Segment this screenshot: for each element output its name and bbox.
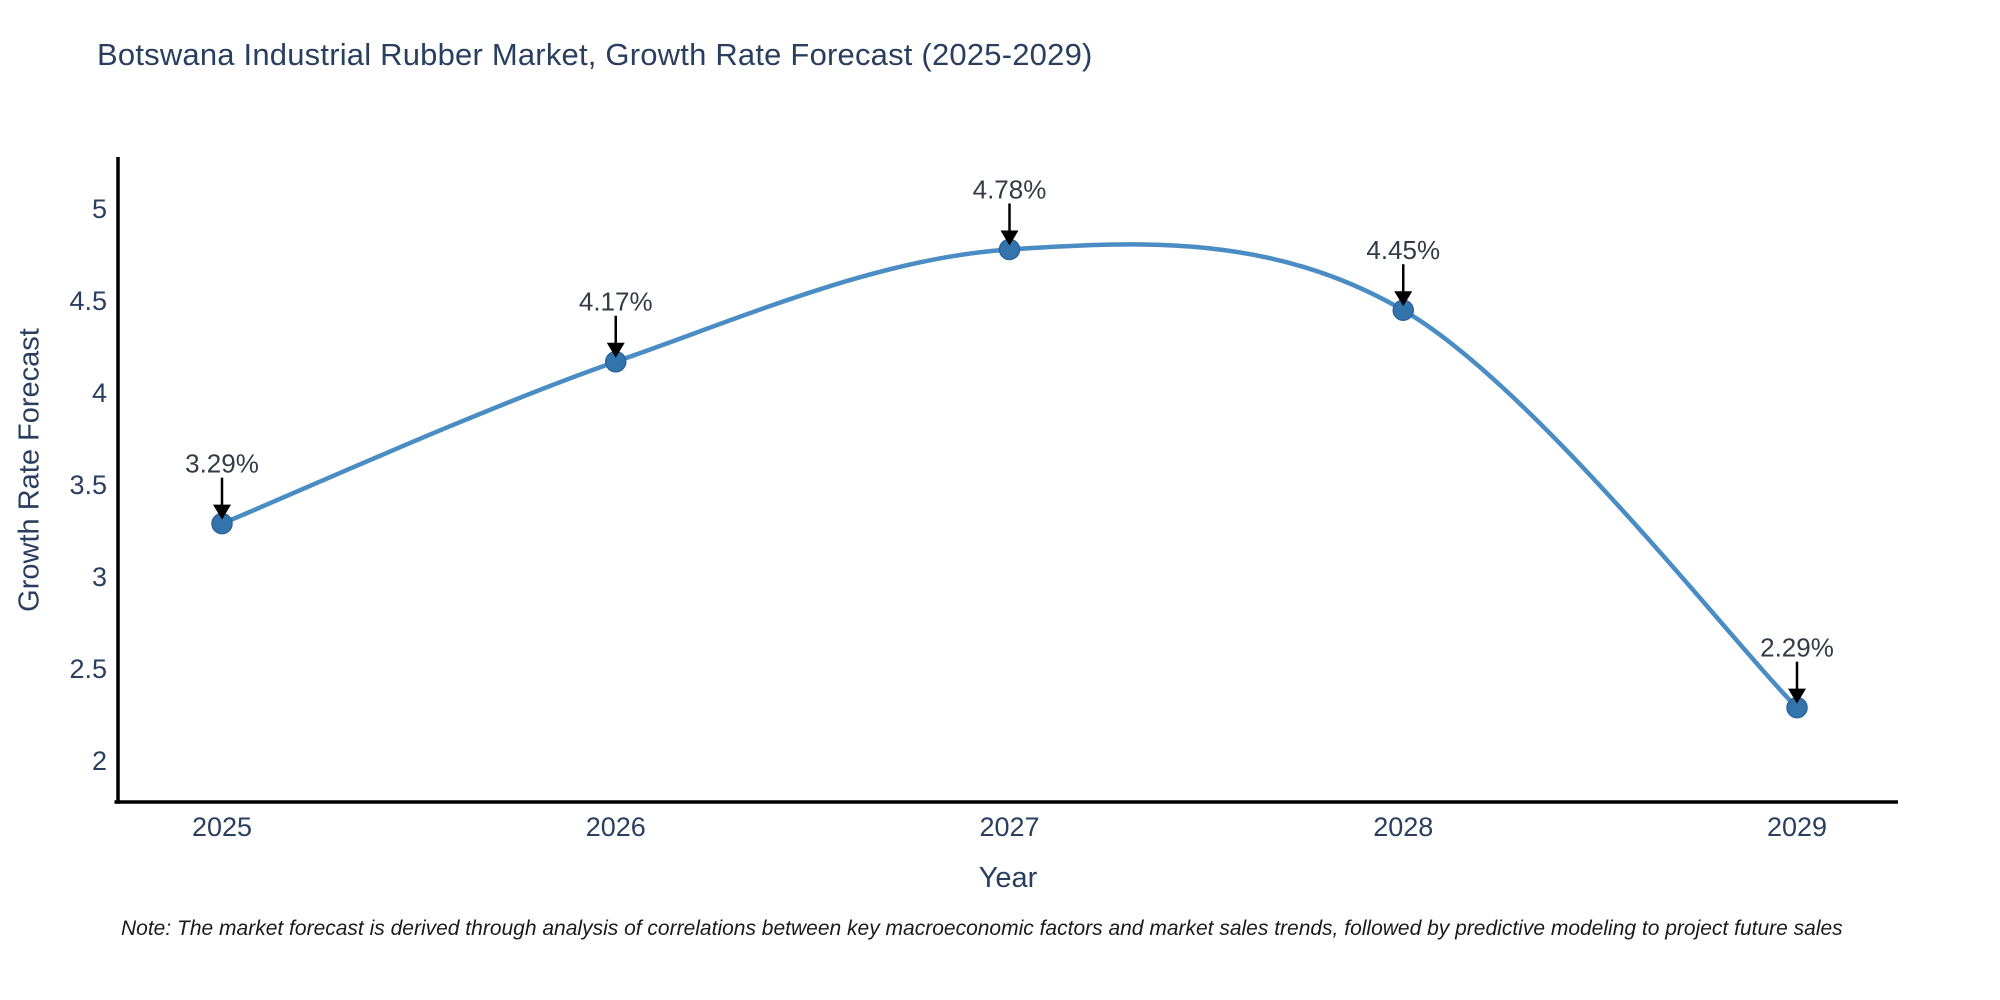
- y-tick-label-2: 2: [92, 746, 107, 776]
- footnote-text: Note: The market forecast is derived thr…: [121, 917, 1843, 940]
- y-tick-label-3: 3: [92, 562, 107, 592]
- y-tick-label-5: 5: [92, 194, 107, 224]
- annotation-arrowhead-2027: [1000, 230, 1019, 246]
- y-tick-label-2.5: 2.5: [69, 654, 107, 684]
- annotation-label-2027: 4.78%: [973, 174, 1047, 204]
- annotation-label-2025: 3.29%: [185, 449, 259, 479]
- y-tick-label-4: 4: [92, 378, 107, 408]
- x-tick-label-2027: 2027: [979, 812, 1039, 842]
- x-tick-label-2026: 2026: [586, 812, 646, 842]
- y-tick-label-3.5: 3.5: [69, 470, 107, 500]
- x-axis-title: Year: [978, 862, 1038, 894]
- annotation-arrowhead-2029: [1788, 688, 1806, 704]
- annotation-label-2029: 2.29%: [1760, 633, 1834, 663]
- annotation-arrowhead-2025: [213, 504, 231, 520]
- trend-line: [219, 242, 1800, 710]
- y-tick-label-4.5: 4.5: [69, 286, 107, 316]
- chart-title: Botswana Industrial Rubber Market, Growt…: [97, 37, 1093, 72]
- x-tick-label-2029: 2029: [1767, 812, 1827, 842]
- annotation-arrowhead-2026: [606, 342, 625, 358]
- annotation-label-2028: 4.45%: [1366, 235, 1440, 265]
- x-tick-label-2028: 2028: [1373, 812, 1433, 842]
- annotation-arrowhead-2028: [1394, 291, 1413, 307]
- annotation-label-2026: 4.17%: [579, 287, 653, 317]
- x-tick-label-2025: 2025: [192, 812, 252, 842]
